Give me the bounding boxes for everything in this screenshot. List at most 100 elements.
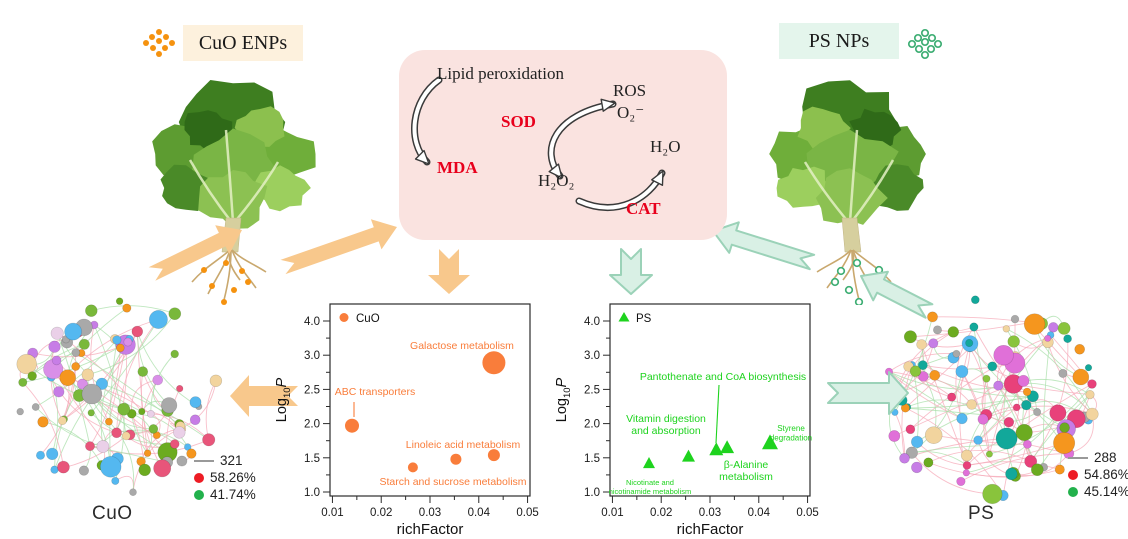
network-node <box>909 365 922 377</box>
network-node <box>78 338 90 350</box>
network-node <box>956 413 968 425</box>
network-node <box>965 338 974 347</box>
network-node <box>910 435 924 448</box>
network-node <box>59 369 77 386</box>
y-tick-label: 1.0 <box>304 487 320 499</box>
network-node <box>116 343 125 353</box>
network-node <box>962 469 970 477</box>
lettuce-leaf <box>252 165 311 212</box>
network-edge <box>910 321 1032 338</box>
legend-row-green: 45.14% <box>1068 483 1128 500</box>
network-node <box>962 461 972 470</box>
legend-row-red: 58.26% <box>194 469 256 486</box>
network-node <box>153 459 172 478</box>
network-node <box>123 337 133 347</box>
plant-root <box>191 249 231 283</box>
network-node <box>1022 387 1032 397</box>
network-node <box>905 446 918 459</box>
network-node <box>905 424 916 435</box>
ps-particle-ring <box>920 28 930 38</box>
network-node <box>18 377 28 387</box>
y-tick-label: 2.0 <box>304 419 320 431</box>
network-node <box>1063 334 1072 344</box>
network-node <box>48 340 61 353</box>
network-node <box>982 483 1003 505</box>
network-node <box>1048 322 1059 333</box>
network-node <box>58 416 67 426</box>
network-node <box>973 435 983 445</box>
network-node <box>918 371 929 382</box>
network-node <box>916 339 927 350</box>
network-node <box>1085 389 1095 400</box>
data-point <box>762 434 778 450</box>
ps-nanoparticle <box>866 281 876 291</box>
point-label: ABC transporters <box>335 386 416 398</box>
cuo-enrichment-scatter-chart: 4.0 3.0 2.5 2.0 1.5 1.00.01 0.02 0.03 0.04 0.05 ri… <box>274 303 539 538</box>
network-nodes <box>884 295 1099 505</box>
pathway-arrow-body <box>549 102 615 178</box>
data-point <box>407 462 418 473</box>
network-node <box>923 457 934 468</box>
red-node-marker <box>194 472 204 483</box>
network-edge <box>109 339 118 467</box>
ps-particle-ring <box>933 39 943 49</box>
cuo-network-graph <box>16 297 223 496</box>
oxidative-stress-pathway-box: Lipid peroxidation MDA SOD ROS O₂⁻ H₂O₂ … <box>399 50 727 240</box>
red-node-marker <box>1068 469 1078 480</box>
edge-line-marker <box>1068 456 1088 459</box>
y-tick-label: 2.0 <box>584 419 600 431</box>
y-tick-label: 4.0 <box>584 316 600 328</box>
network-node <box>1059 422 1070 433</box>
network-node <box>129 488 137 496</box>
network-node <box>209 374 223 388</box>
network-node <box>16 353 37 375</box>
network-node <box>87 409 95 417</box>
network-node <box>1072 368 1090 386</box>
edge-count: 288 <box>1094 450 1117 465</box>
network-node <box>27 371 37 381</box>
network-node <box>131 325 144 338</box>
network-node <box>966 399 977 410</box>
green-flow-arrow <box>609 248 653 295</box>
network-node <box>891 408 899 416</box>
network-node <box>911 461 923 474</box>
network-node <box>884 367 893 376</box>
network-edge <box>136 331 199 407</box>
network-node <box>71 348 81 357</box>
point-label: Nicotinate and nicotinamide metabolism <box>609 478 692 496</box>
ps-particle-ring <box>907 39 917 49</box>
network-edge <box>1047 342 1093 415</box>
network-edge <box>87 313 176 376</box>
pathway-arrowhead <box>600 98 616 112</box>
y-tick-label: 2.5 <box>584 384 600 396</box>
network-node <box>892 388 901 397</box>
network-node <box>85 441 95 451</box>
point-label: Pantothenate and CoA biosynthesis <box>640 371 806 383</box>
network-node <box>111 476 120 485</box>
cuo-nanoparticle <box>223 260 229 266</box>
cuo-network-title: CuO <box>92 503 133 524</box>
network-node <box>993 344 1014 366</box>
point-label: Styrene degradation <box>770 424 812 443</box>
network-node <box>53 386 65 398</box>
annotation-leader-line <box>715 384 720 444</box>
cat-label: CAT <box>626 199 661 218</box>
network-node <box>1087 379 1097 389</box>
y-tick-label: 1.5 <box>584 453 600 465</box>
ps-particle-ring <box>926 44 936 54</box>
network-edge <box>982 405 1093 420</box>
data-point <box>345 418 359 433</box>
network-node <box>173 426 186 439</box>
network-node <box>186 448 197 459</box>
ps-nps-badge: PS NPs <box>779 23 899 59</box>
network-edge <box>90 319 159 414</box>
network-node <box>81 383 103 405</box>
lettuce-illustration <box>769 80 926 305</box>
legend-row-edges: 288 <box>1068 449 1128 466</box>
network-node <box>960 449 973 462</box>
y-axis-title: Log10P <box>274 377 293 422</box>
red-percentage: 54.86% <box>1084 467 1128 482</box>
y-tick-label: 1.5 <box>304 453 320 465</box>
cuo-nanoparticle <box>209 283 215 289</box>
ps-nanoparticle <box>852 258 862 268</box>
